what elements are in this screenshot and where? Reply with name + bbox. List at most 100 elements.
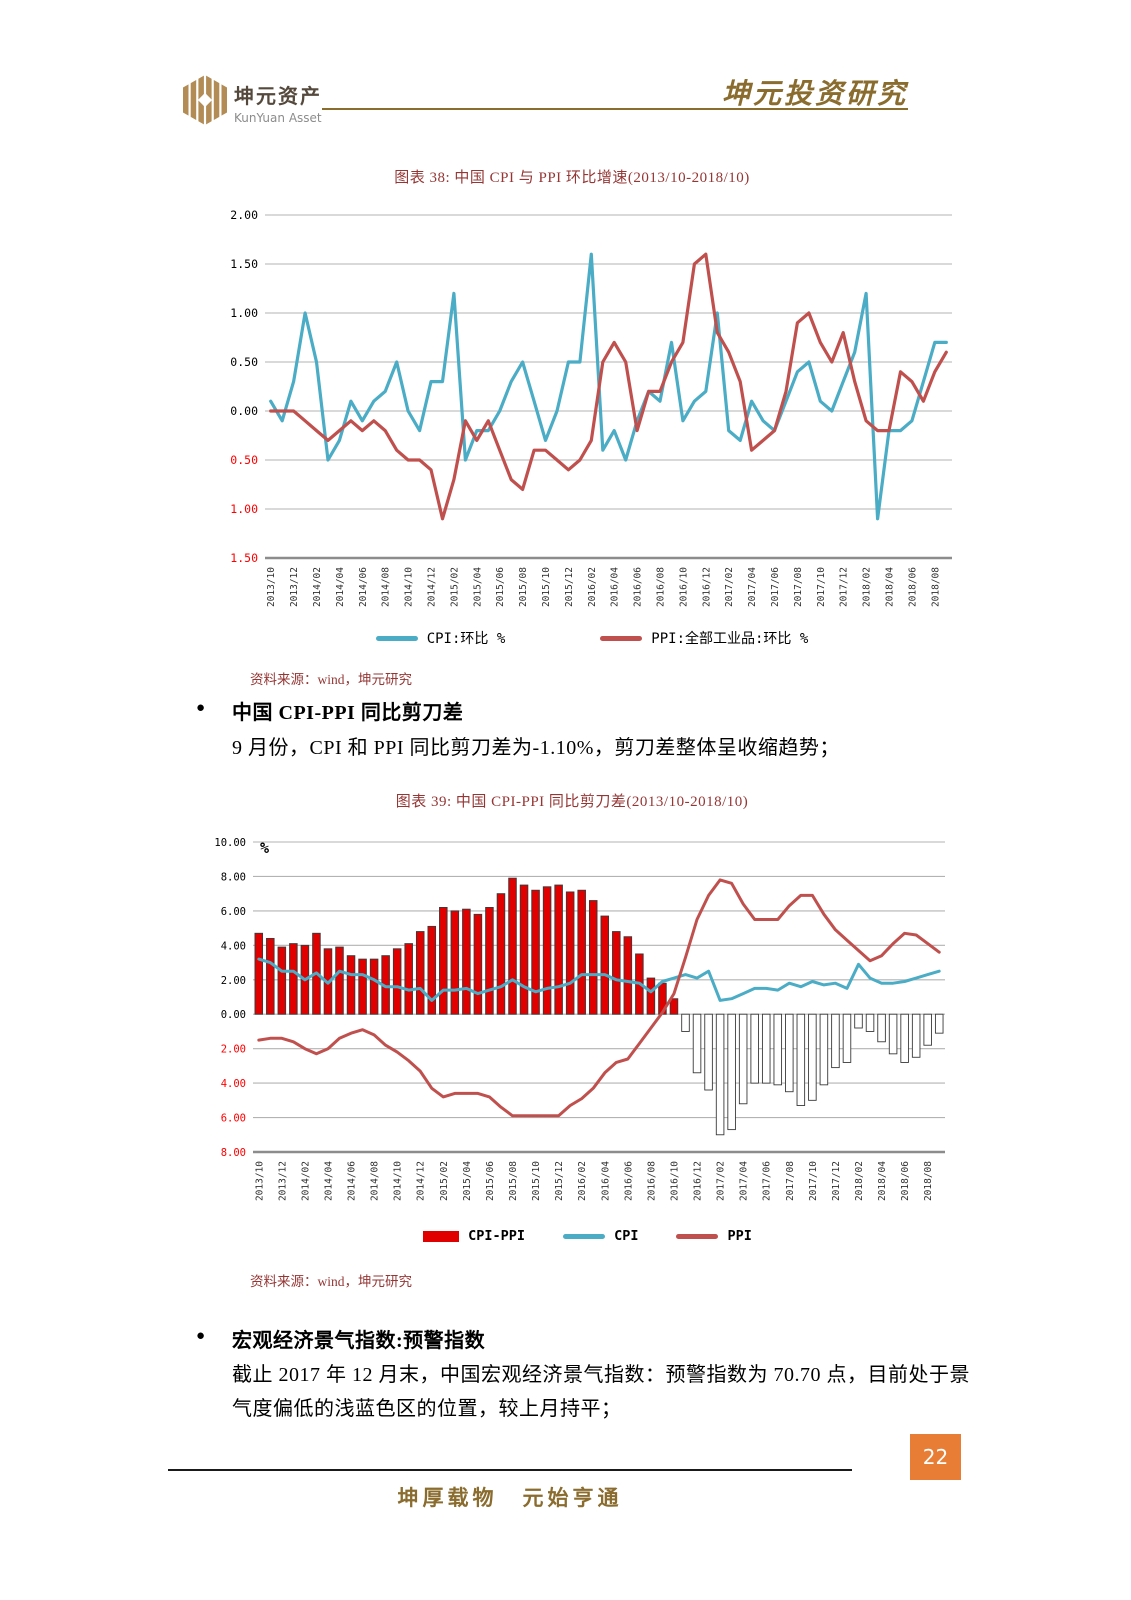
figure38-source: 资料来源：wind，坤元研究 <box>250 672 412 687</box>
svg-text:2014/10: 2014/10 <box>404 567 415 607</box>
cpi-line-swatch <box>375 635 418 641</box>
svg-text:2.00: 2.00 <box>230 208 258 222</box>
svg-text:2018/04: 2018/04 <box>885 567 896 607</box>
kunyuan-logo-icon <box>183 75 227 125</box>
svg-text:%: % <box>260 839 269 857</box>
figure39-source: 资料来源：wind，坤元研究 <box>250 1274 412 1289</box>
bullet-icon: ● <box>196 700 206 716</box>
svg-text:2014/08: 2014/08 <box>370 1161 381 1201</box>
legend-item-cpi-yoy: CPI <box>563 1228 638 1244</box>
figure39-chart-canvas: 10.00 8.00 6.00 4.00 2.00 0.00 2.00 4.00 6.00 8.0… <box>215 837 945 1201</box>
bullet-icon: ● <box>196 1328 206 1344</box>
svg-text:2016/12: 2016/12 <box>701 567 712 607</box>
page-number-badge: 22 <box>910 1434 961 1480</box>
svg-text:2015/04: 2015/04 <box>472 567 483 607</box>
svg-text:2017/02: 2017/02 <box>724 567 735 607</box>
svg-text:2018/06: 2018/06 <box>907 567 918 607</box>
footer-rule <box>168 1469 852 1471</box>
section1-heading: 中国 CPI-PPI 同比剪刀差 <box>232 702 464 724</box>
section2-heading: 宏观经济景气指数:预警指数 <box>232 1330 486 1352</box>
svg-text:2016/06: 2016/06 <box>633 567 644 607</box>
legend-label-cpi-ppi: CPI-PPI <box>468 1228 526 1244</box>
svg-text:1.00: 1.00 <box>230 502 258 516</box>
legend-item-cpi-mom: CPI:环比 % <box>375 628 506 648</box>
svg-text:2.00: 2.00 <box>221 1044 246 1056</box>
svg-text:2016/12: 2016/12 <box>693 1161 704 1201</box>
svg-text:2016/04: 2016/04 <box>600 1161 611 1201</box>
svg-text:2017/04: 2017/04 <box>747 567 758 607</box>
svg-text:2018/02: 2018/02 <box>854 1161 865 1201</box>
svg-text:2016/02: 2016/02 <box>577 1161 588 1201</box>
legend-label-cpi-yoy: CPI <box>614 1228 639 1244</box>
figure39-title: 图表 39: 中国 CPI-PPI 同比剪刀差(2013/10-2018/10) <box>395 794 749 810</box>
legend-item-ppi-mom: PPI:全部工业品:环比 % <box>600 628 808 648</box>
section2-body-line1: 截止 2017 年 12 月末，中国宏观经济景气指数：预警指数为 70.70 点… <box>232 1364 970 1386</box>
report-series-title: 坤元投资研究 <box>721 79 908 110</box>
svg-text:2017/06: 2017/06 <box>762 1161 773 1201</box>
svg-text:2015/04: 2015/04 <box>462 1161 473 1201</box>
svg-text:6.00: 6.00 <box>221 906 246 918</box>
svg-text:2018/06: 2018/06 <box>900 1161 911 1201</box>
svg-text:2015/12: 2015/12 <box>564 567 575 607</box>
logo-name-en: KunYuan Asset <box>234 111 322 125</box>
svg-text:2014/08: 2014/08 <box>381 567 392 607</box>
svg-text:2014/04: 2014/04 <box>323 1161 334 1201</box>
svg-text:2013/12: 2013/12 <box>289 567 300 607</box>
cpi-ppi-bar-swatch <box>423 1230 460 1242</box>
figure38-chart-canvas: 2.00 1.50 1.00 0.50 0.00 0.50 1.00 1.50 2013/10 2… <box>230 208 952 607</box>
svg-text:2015/02: 2015/02 <box>439 1161 450 1201</box>
svg-text:2.00: 2.00 <box>221 975 246 987</box>
svg-text:2016/02: 2016/02 <box>587 567 598 607</box>
svg-text:2014/12: 2014/12 <box>416 1161 427 1201</box>
svg-text:4.00: 4.00 <box>221 940 246 952</box>
svg-text:2017/10: 2017/10 <box>816 567 827 607</box>
svg-text:6.00: 6.00 <box>221 1113 246 1125</box>
svg-text:2014/06: 2014/06 <box>358 567 369 607</box>
svg-text:8.00: 8.00 <box>221 1147 246 1159</box>
svg-text:2015/08: 2015/08 <box>508 1161 519 1201</box>
svg-text:0.50: 0.50 <box>230 355 258 369</box>
svg-text:2017/02: 2017/02 <box>716 1161 727 1201</box>
svg-text:2014/04: 2014/04 <box>335 567 346 607</box>
svg-text:2018/08: 2018/08 <box>930 567 941 607</box>
svg-text:2016/10: 2016/10 <box>678 567 689 607</box>
svg-text:2015/10: 2015/10 <box>531 1161 542 1201</box>
svg-text:1.50: 1.50 <box>230 551 258 565</box>
svg-text:2017/12: 2017/12 <box>831 1161 842 1201</box>
svg-text:1.00: 1.00 <box>230 306 258 320</box>
legend-label-ppi-mom: PPI:全部工业品:环比 % <box>651 631 809 647</box>
svg-text:2014/06: 2014/06 <box>347 1161 358 1201</box>
svg-text:2016/08: 2016/08 <box>646 1161 657 1201</box>
svg-text:2013/12: 2013/12 <box>277 1161 288 1201</box>
cpi-line-swatch <box>563 1233 606 1239</box>
svg-text:2013/10: 2013/10 <box>266 567 277 607</box>
svg-text:2015/06: 2015/06 <box>485 1161 496 1201</box>
svg-text:1.50: 1.50 <box>230 257 258 271</box>
svg-text:2016/04: 2016/04 <box>610 567 621 607</box>
header-rule <box>322 108 908 110</box>
svg-text:2014/10: 2014/10 <box>393 1161 404 1201</box>
svg-text:2014/02: 2014/02 <box>300 1161 311 1201</box>
legend-label-ppi-yoy: PPI <box>727 1228 752 1244</box>
svg-text:2015/02: 2015/02 <box>449 567 460 607</box>
logo-name-cn: 坤元资产 <box>234 84 322 108</box>
legend-label-cpi-mom: CPI:环比 % <box>426 631 506 647</box>
svg-text:0.50: 0.50 <box>230 453 258 467</box>
svg-text:2018/08: 2018/08 <box>923 1161 934 1201</box>
svg-text:2017/10: 2017/10 <box>808 1161 819 1201</box>
figure38-title: 图表 38: 中国 CPI 与 PPI 环比增速(2013/10-2018/10… <box>394 170 750 186</box>
svg-text:2015/08: 2015/08 <box>518 567 529 607</box>
svg-text:2017/08: 2017/08 <box>793 567 804 607</box>
section1-body: 9 月份，CPI 和 PPI 同比剪刀差为-1.10%，剪刀差整体呈收缩趋势； <box>232 737 840 759</box>
logo-text-block: 坤元资产 KunYuan Asset <box>234 80 322 125</box>
legend-item-ppi-yoy: PPI <box>676 1228 752 1244</box>
svg-text:2015/06: 2015/06 <box>495 567 506 607</box>
svg-text:2017/04: 2017/04 <box>739 1161 750 1201</box>
figure39-legend: CPI-PPI CPI PPI <box>215 1228 960 1244</box>
svg-text:2013/10: 2013/10 <box>254 1161 265 1201</box>
ppi-line-swatch <box>676 1233 719 1239</box>
svg-text:2014/12: 2014/12 <box>427 567 438 607</box>
svg-text:8.00: 8.00 <box>221 871 246 883</box>
svg-text:2018/04: 2018/04 <box>877 1161 888 1201</box>
